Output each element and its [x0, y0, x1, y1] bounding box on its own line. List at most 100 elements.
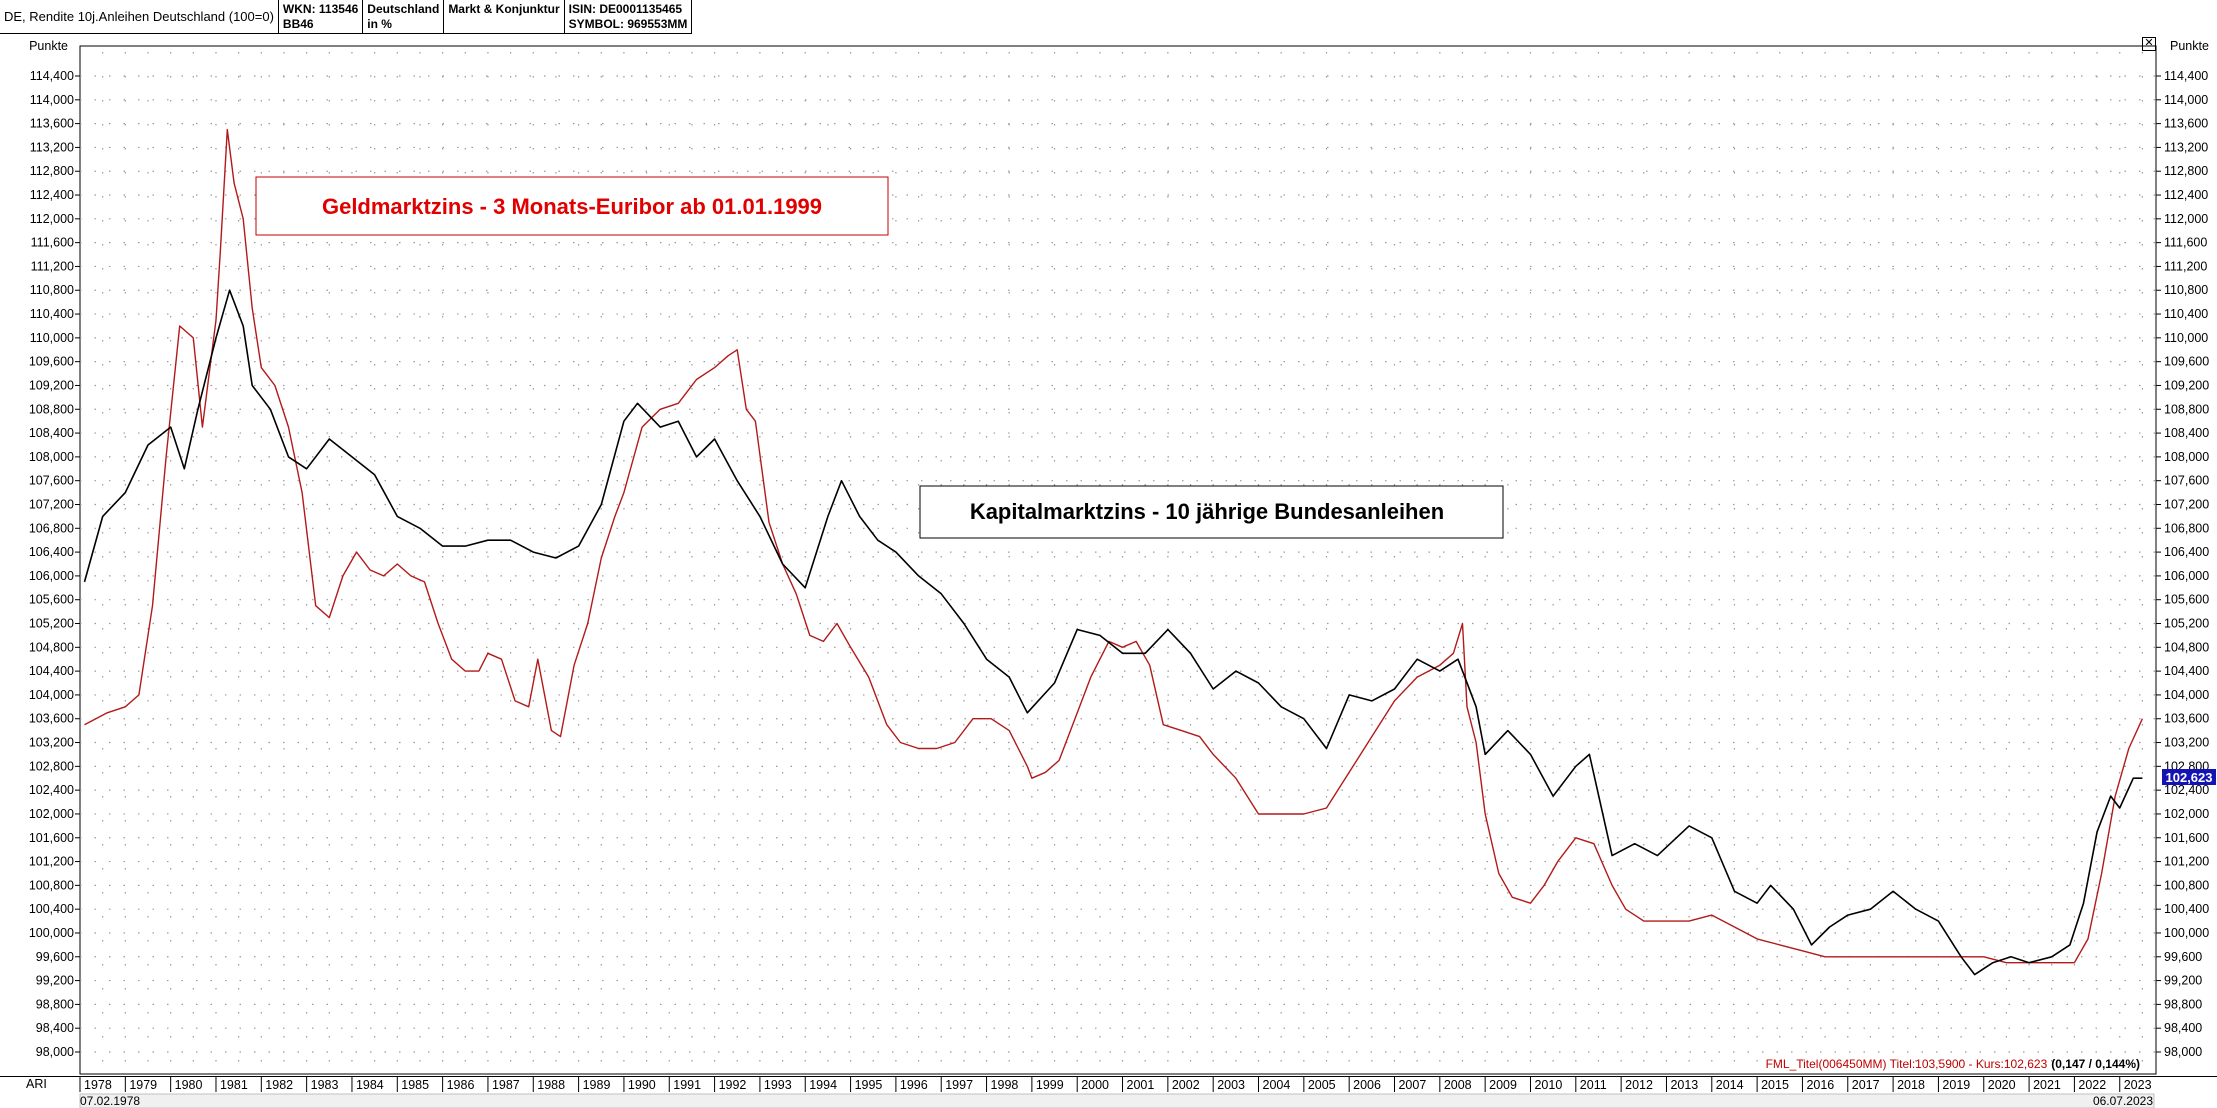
- annotation-bund-text: Kapitalmarktzins - 10 jährige Bundesanle…: [970, 499, 1444, 524]
- y-tick-label-right: 111,600: [2164, 236, 2207, 250]
- y-tick-label-right: 103,600: [2164, 712, 2209, 726]
- y-tick-label-right: 98,400: [2164, 1021, 2202, 1035]
- y-tick-label-left: 103,200: [29, 736, 74, 750]
- wkn-cell: WKN: 113546 BB46: [278, 0, 364, 34]
- y-tick-label-right: 102,000: [2164, 807, 2209, 821]
- y-tick-label-right: 112,800: [2164, 164, 2208, 178]
- x-tick-label: 2001: [1127, 1078, 1155, 1092]
- y-axis-right-label: Punkte: [2170, 39, 2209, 53]
- y-tick-label-left: 110,400: [30, 307, 74, 321]
- region-line1: Deutschland: [367, 2, 440, 16]
- y-tick-label-left: 108,400: [29, 426, 74, 440]
- range-start-date: 07.02.1978: [80, 1094, 140, 1108]
- y-tick-label-right: 113,600: [2164, 117, 2208, 131]
- y-axis-left-label: Punkte: [29, 39, 68, 53]
- category-cell: Markt & Konjunktur: [444, 0, 565, 34]
- y-tick-label-right: 104,800: [2164, 640, 2209, 654]
- y-tick-label-left: 113,200: [30, 140, 74, 154]
- x-tick-label: 1995: [855, 1078, 883, 1092]
- y-tick-label-left: 111,200: [31, 259, 74, 273]
- close-icon[interactable]: ✕: [2142, 37, 2156, 51]
- y-tick-label-right: 102,400: [2164, 783, 2209, 797]
- region-line2: in %: [367, 17, 392, 31]
- x-tick-label: 2022: [2078, 1078, 2106, 1092]
- annotation-bund: Kapitalmarktzins - 10 jährige Bundesanle…: [919, 485, 1504, 539]
- annotation-euribor-text: Geldmarktzins - 3 Monats-Euribor ab 01.0…: [322, 194, 822, 219]
- y-tick-label-left: 112,400: [30, 188, 74, 202]
- y-tick-label-right: 109,600: [2164, 355, 2209, 369]
- y-tick-label-left: 103,600: [29, 712, 74, 726]
- x-tick-label: 2018: [1897, 1078, 1925, 1092]
- x-tick-label: 1985: [401, 1078, 429, 1092]
- y-tick-label-left: 102,400: [29, 783, 74, 797]
- y-tick-label-right: 99,600: [2164, 950, 2202, 964]
- y-tick-label-right: 112,000: [2164, 212, 2208, 226]
- x-tick-label: 1996: [900, 1078, 928, 1092]
- range-scrollbar[interactable]: [79, 1093, 2155, 1108]
- y-tick-label-left: 112,800: [30, 164, 74, 178]
- x-tick-label: 1993: [764, 1078, 792, 1092]
- y-tick-label-right: 113,200: [2164, 140, 2208, 154]
- x-tick-label: 2008: [1444, 1078, 1472, 1092]
- y-tick-label-right: 111,200: [2164, 259, 2207, 273]
- x-axis: 1978 1979 1980 1981 1982 1983 1984 1985 1986 1987…: [79, 1076, 2152, 1092]
- x-tick-label: 1984: [356, 1078, 384, 1092]
- x-tick-label: 2007: [1398, 1078, 1426, 1092]
- x-tick-label: 2000: [1081, 1078, 1109, 1092]
- x-tick-label: 1981: [220, 1078, 248, 1092]
- y-tick-label-right: 114,400: [2164, 69, 2208, 83]
- isin-label: ISIN: DE0001135465: [568, 2, 683, 16]
- chart-title: DE, Rendite 10j.Anleihen Deutschland (10…: [0, 0, 279, 34]
- x-tick-label: 1997: [945, 1078, 973, 1092]
- y-axis-left: 114,400 114,000 113,600 113,200 112,800 112,4…: [29, 69, 80, 1059]
- y-tick-label-right: 103,200: [2164, 736, 2209, 750]
- y-tick-label-left: 112,000: [30, 212, 74, 226]
- x-tick-label: 1980: [175, 1078, 203, 1092]
- x-tick-label: 1998: [991, 1078, 1019, 1092]
- y-tick-label-right: 108,400: [2164, 426, 2209, 440]
- y-tick-label-right: 104,000: [2164, 688, 2209, 702]
- y-tick-label-left: 100,000: [29, 926, 74, 940]
- y-tick-label-right: 110,400: [2164, 307, 2208, 321]
- x-tick-label: 1991: [673, 1078, 701, 1092]
- footer-info-red: FML_Titel(006450MM) Titel:103,5900 - Kur…: [1766, 1057, 2048, 1071]
- wkn-line1: WKN: 113546: [282, 2, 359, 16]
- y-tick-label-right: 101,600: [2164, 831, 2209, 845]
- y-tick-label-right: 108,000: [2164, 450, 2209, 464]
- x-tick-label: 1992: [719, 1078, 747, 1092]
- x-tick-label: 2015: [1761, 1078, 1789, 1092]
- y-tick-label-right: 100,000: [2164, 926, 2209, 940]
- footer-code: ARI: [26, 1077, 47, 1091]
- y-tick-label-right: 110,000: [2164, 331, 2208, 345]
- y-tick-label-left: 106,400: [29, 545, 74, 559]
- y-tick-label-left: 104,800: [29, 640, 74, 654]
- y-tick-label-right: 105,200: [2164, 617, 2209, 631]
- series-layer: [83, 128, 2144, 976]
- y-tick-label-left: 104,400: [29, 664, 74, 678]
- x-tick-label: 1988: [537, 1078, 565, 1092]
- chart-header: DE, Rendite 10j.Anleihen Deutschland (10…: [0, 0, 1200, 34]
- y-tick-label-left: 98,400: [36, 1021, 74, 1035]
- y-tick-label-right: 108,800: [2164, 402, 2209, 416]
- isin-cell: ISIN: DE0001135465 SYMBOL: 969553MM: [564, 0, 693, 34]
- x-tick-label: 2023: [2124, 1078, 2152, 1092]
- y-tick-label-left: 99,600: [36, 950, 74, 964]
- category-label: Markt & Konjunktur: [448, 2, 560, 16]
- y-tick-label-right: 107,200: [2164, 497, 2209, 511]
- x-tick-label: 1999: [1036, 1078, 1064, 1092]
- y-tick-label-left: 100,400: [29, 902, 74, 916]
- y-tick-label-left: 100,800: [29, 878, 74, 892]
- y-tick-label-left: 114,400: [30, 69, 74, 83]
- wkn-line2: BB46: [282, 17, 314, 31]
- y-tick-label-right: 104,400: [2164, 664, 2209, 678]
- y-tick-label-left: 99,200: [36, 974, 74, 988]
- y-tick-label-left: 107,600: [29, 474, 74, 488]
- x-tick-label: 2017: [1852, 1078, 1880, 1092]
- y-tick-label-left: 98,000: [36, 1045, 74, 1059]
- y-tick-label-right: 109,200: [2164, 378, 2209, 392]
- x-tick-label: 1987: [492, 1078, 520, 1092]
- y-tick-label-right: 98,800: [2164, 997, 2202, 1011]
- x-tick-label: 1978: [84, 1078, 112, 1092]
- y-tick-label-right: 106,400: [2164, 545, 2209, 559]
